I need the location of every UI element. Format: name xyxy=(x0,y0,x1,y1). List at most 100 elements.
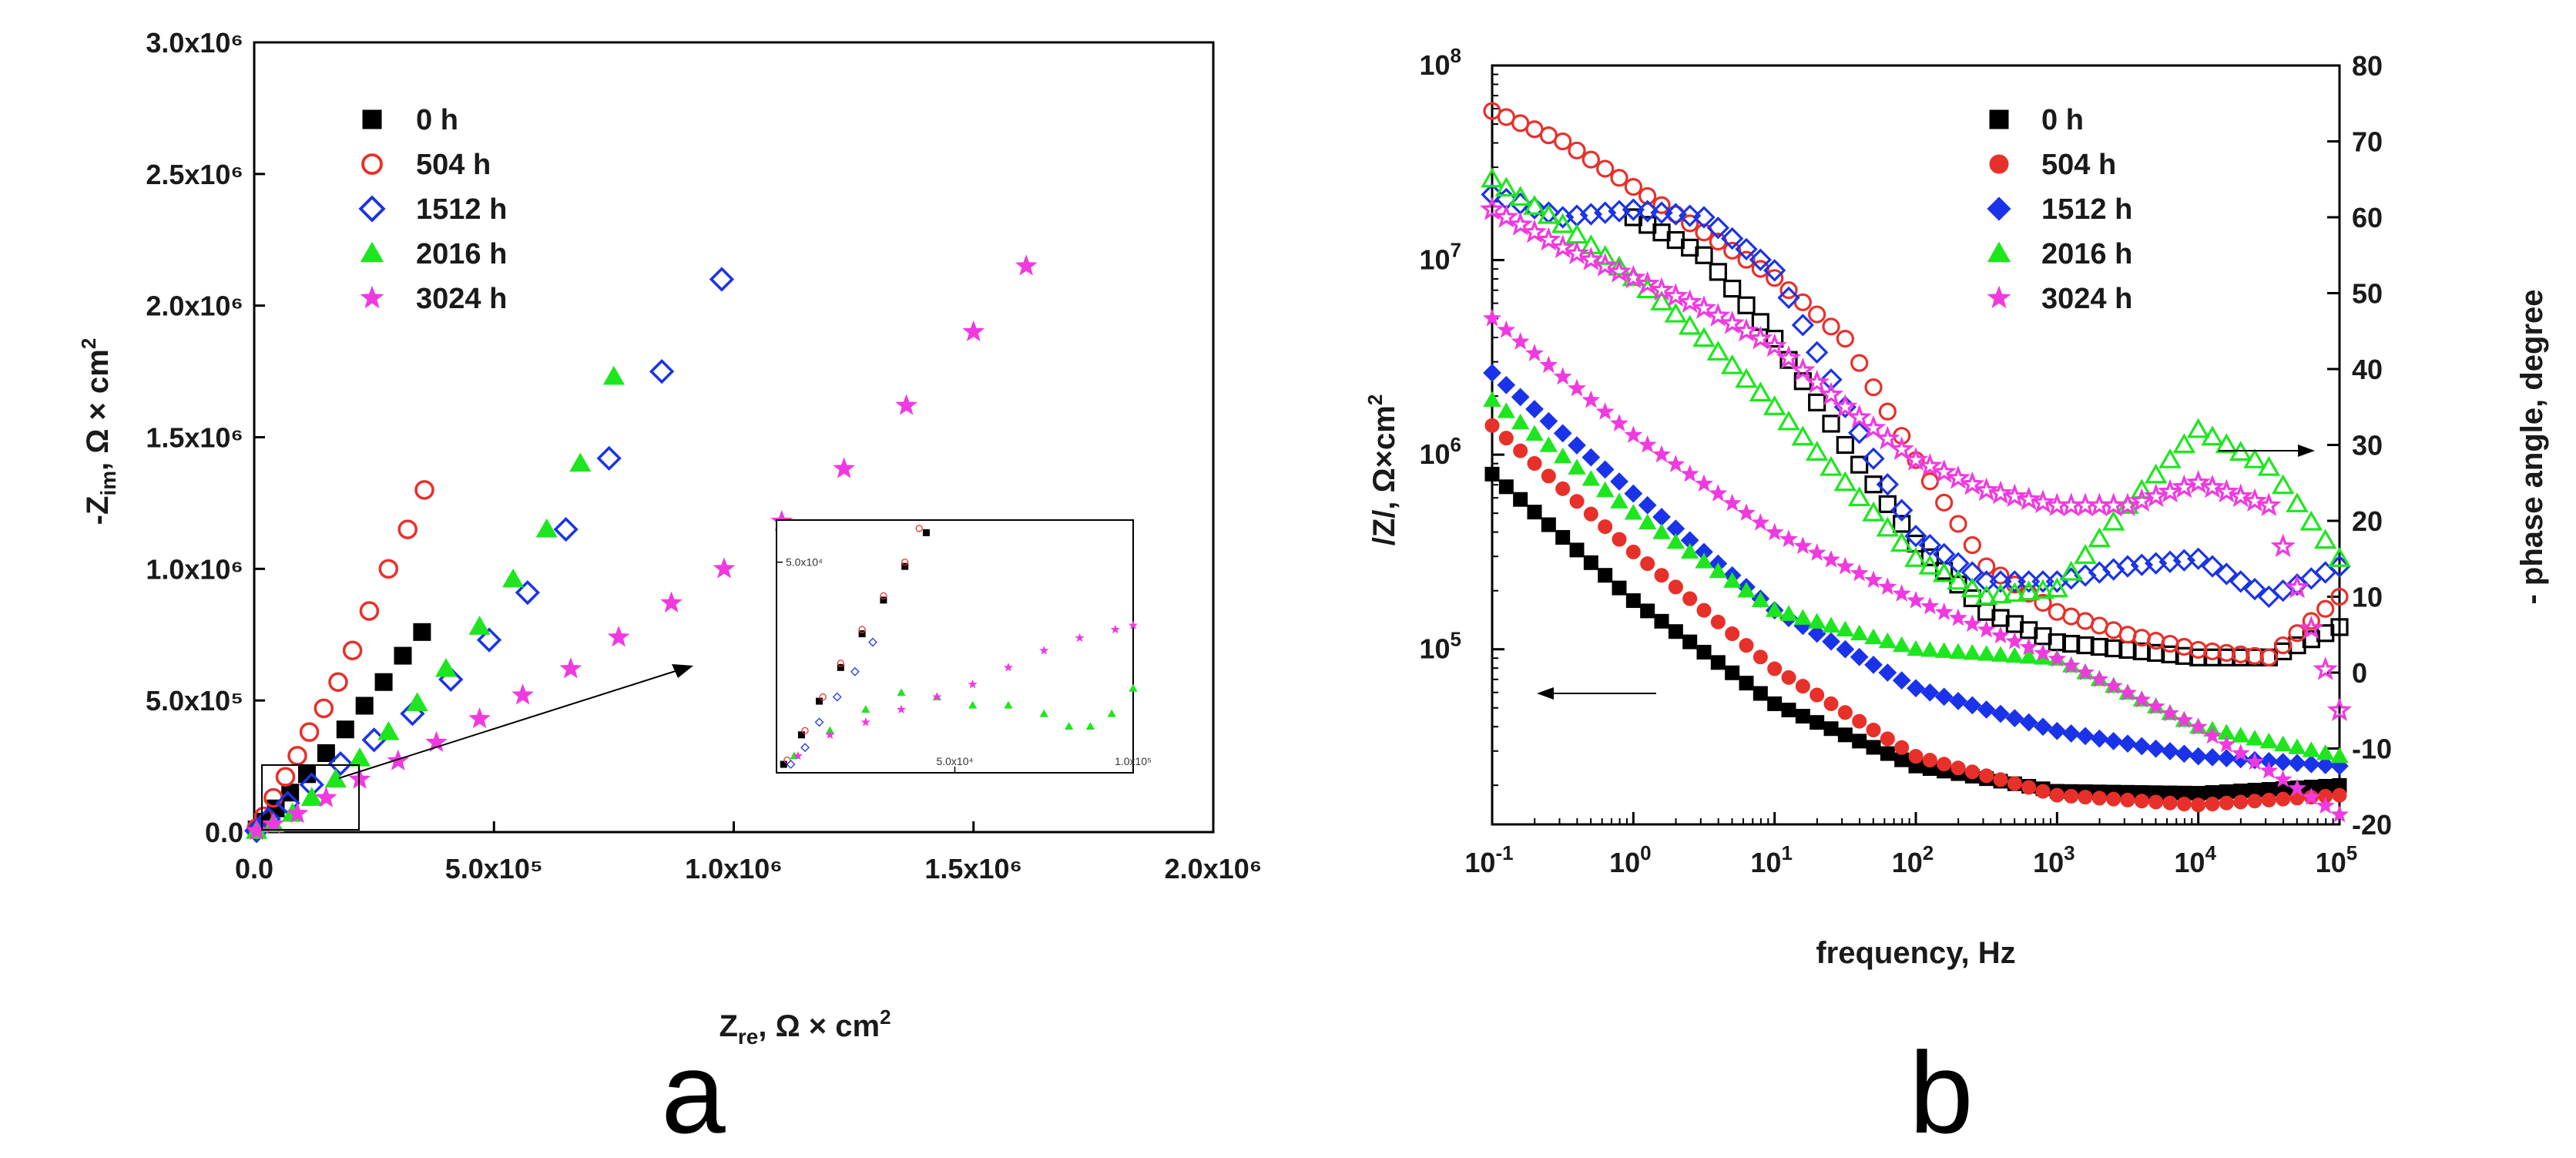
y-left-label-main: /Z/, Ω×cm xyxy=(1367,405,1401,545)
impedance-point-3024h xyxy=(1511,332,1530,350)
phase-point-504h xyxy=(1624,178,1642,196)
phase-arrow-head xyxy=(2298,445,2315,457)
phase-point-3024h xyxy=(1818,381,1844,406)
phase-point-3024h xyxy=(1578,247,1604,270)
impedance-point-1512h xyxy=(2146,739,2165,758)
impedance-point-1512h xyxy=(1920,683,1940,702)
legend-marker-2016h xyxy=(360,241,384,263)
phase-point-504h xyxy=(1935,493,1954,512)
data-point-0h xyxy=(281,784,300,802)
impedance-point-504h xyxy=(2120,792,2135,807)
impedance-point-504h xyxy=(1710,614,1726,629)
y-right-tick-label: -20 xyxy=(2352,809,2392,841)
impedance-point-3024h xyxy=(1765,522,1784,541)
data-point-3024h xyxy=(468,707,491,729)
impedance-point-2016h xyxy=(1808,613,1826,629)
impedance-point-3024h xyxy=(1666,455,1685,472)
phase-point-2016h xyxy=(1749,381,1773,402)
impedance-point-1512h xyxy=(1892,671,1911,690)
phase-point-504h xyxy=(2259,648,2278,666)
impedance-point-2016h xyxy=(2316,744,2335,760)
data-point-3024h xyxy=(660,591,683,613)
phase-point-2016h xyxy=(1932,562,1956,582)
impedance-point-1512h xyxy=(1934,687,1954,707)
phase-point-504h xyxy=(1963,535,1981,555)
x-tick-label: 1.0x10⁶ xyxy=(685,853,783,884)
impedance-point-3024h xyxy=(1595,401,1615,420)
impedance-point-0h xyxy=(1753,686,1768,701)
phase-point-1512h xyxy=(2201,555,2224,578)
phase-point-1512h xyxy=(1735,237,1758,261)
phase-point-3024h xyxy=(2143,483,2168,508)
phase-point-0h xyxy=(1723,279,1742,298)
phase-point-3024h xyxy=(1974,477,1999,502)
x-tick-exponent: -1 xyxy=(1495,841,1513,864)
phase-point-3024h xyxy=(1536,227,1561,251)
data-point-3024h xyxy=(895,394,917,415)
phase-point-2016h xyxy=(2059,560,2083,581)
phase-point-2016h xyxy=(1622,266,1645,287)
impedance-point-0h xyxy=(1852,733,1867,749)
y-tick-label: 2.5x10⁶ xyxy=(146,159,243,190)
inset-y-tick-label: 5.0x10⁴ xyxy=(786,556,823,569)
phase-point-2016h xyxy=(2074,544,2097,564)
impedance-point-504h xyxy=(1583,506,1598,522)
inset-point-504h xyxy=(837,660,844,667)
x-tick-label: 5.0x10⁵ xyxy=(445,853,543,884)
phase-point-2016h xyxy=(1890,532,1914,552)
impedance-point-0h xyxy=(1555,529,1571,545)
data-point-1512h xyxy=(327,751,354,777)
data-point-2016h xyxy=(377,720,400,740)
phase-point-504h xyxy=(2161,634,2179,653)
phase-point-2016h xyxy=(2101,510,2125,531)
inset-point-504h xyxy=(858,626,866,633)
phase-point-1512h xyxy=(1820,368,1843,391)
impedance-point-2016h xyxy=(1639,513,1657,530)
impedance-point-3024h xyxy=(2217,734,2236,753)
impedance-point-2016h xyxy=(1793,609,1812,625)
inset-point-3024h xyxy=(1075,633,1085,643)
phase-point-0h xyxy=(2090,637,2108,656)
legend-label-3024h: 3024 h xyxy=(416,283,507,315)
impedance-point-504h xyxy=(1696,602,1712,618)
y-left-tick-exponent: 8 xyxy=(1451,44,1461,67)
impedance-point-504h xyxy=(2021,780,2037,795)
panel-a-legend: 0 h 504 h 1512 h 2016 h 3024 h xyxy=(358,104,507,315)
phase-point-3024h xyxy=(1903,447,1929,471)
y-right-tick-label: 80 xyxy=(2352,50,2383,82)
impedance-point-1512h xyxy=(1864,656,1883,674)
phase-point-2016h xyxy=(2003,582,2027,602)
impedance-point-504h xyxy=(1498,431,1514,446)
phase-point-3024h xyxy=(1790,357,1816,381)
impedance-point-504h xyxy=(1937,757,1952,772)
phase-point-2016h xyxy=(2313,529,2337,549)
impedance-point-504h xyxy=(1964,764,1980,780)
y-tick-label: 5.0x10⁵ xyxy=(146,685,243,717)
panel-letter-a: a xyxy=(661,1028,726,1154)
impedance-point-1512h xyxy=(2217,749,2236,767)
inset-data-points xyxy=(780,525,1139,769)
phase-point-2016h xyxy=(2158,448,2182,468)
inset-point-2016h xyxy=(968,700,978,709)
legend-marker-3024h xyxy=(360,285,384,309)
panel-b-ticks: 10-1 100 101 102 103 104 105105106107108-20-10… xyxy=(1419,44,2392,878)
data-point-3024h xyxy=(286,801,309,824)
phase-point-1512h xyxy=(1706,216,1729,240)
impedance-point-1512h xyxy=(2203,747,2222,767)
phase-point-2016h xyxy=(2031,579,2054,599)
phase-point-1512h xyxy=(1890,498,1914,522)
impedance-point-2016h xyxy=(2330,747,2349,764)
data-point-3024h xyxy=(607,626,630,647)
phase-point-2016h xyxy=(1777,410,1800,431)
y-left-tick-exponent: 5 xyxy=(1451,628,1461,651)
impedance-point-504h xyxy=(1725,626,1740,641)
y-right-tick-label: 0 xyxy=(2352,657,2367,689)
impedance-point-0h xyxy=(1527,505,1542,520)
inset-point-3024h xyxy=(825,730,835,739)
phase-point-0h xyxy=(1709,263,1727,281)
y-label-main: -Z xyxy=(81,496,115,525)
data-point-504h xyxy=(314,698,334,719)
impedance-point-3024h xyxy=(2034,643,2052,661)
impedance-point-3024h xyxy=(1864,570,1883,589)
impedance-point-504h xyxy=(2078,790,2093,805)
